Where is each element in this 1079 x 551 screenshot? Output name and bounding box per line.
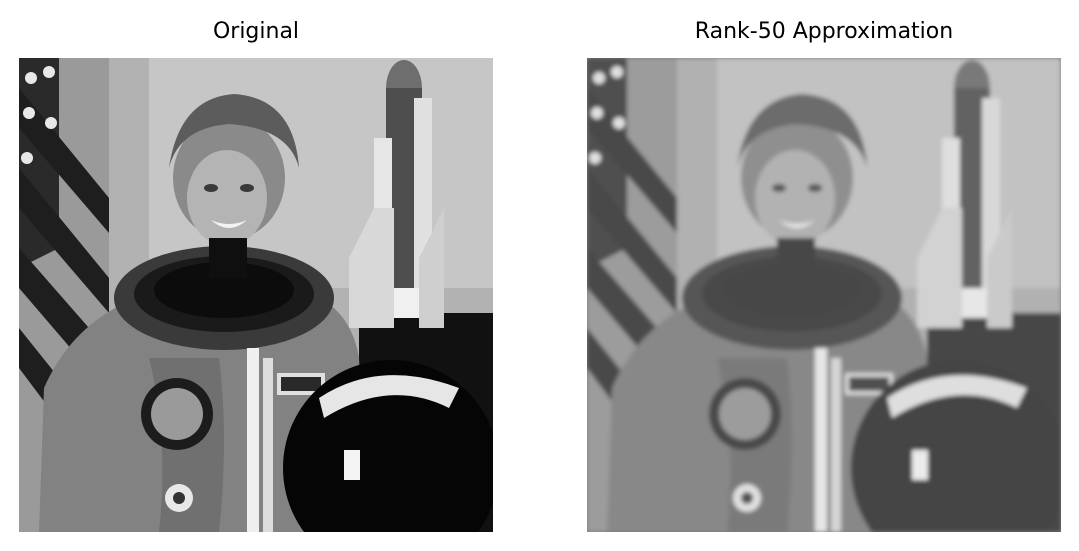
- approximation-image: [587, 58, 1061, 532]
- original-panel: Original: [19, 0, 493, 551]
- approximation-panel: Rank-50 Approximation: [587, 0, 1061, 551]
- approximation-title: Rank-50 Approximation: [694, 19, 954, 44]
- original-astronaut-photo: [19, 58, 493, 532]
- original-image: [19, 58, 493, 532]
- rank-50-astronaut-photo: [587, 58, 1061, 532]
- original-title: Original: [212, 19, 300, 44]
